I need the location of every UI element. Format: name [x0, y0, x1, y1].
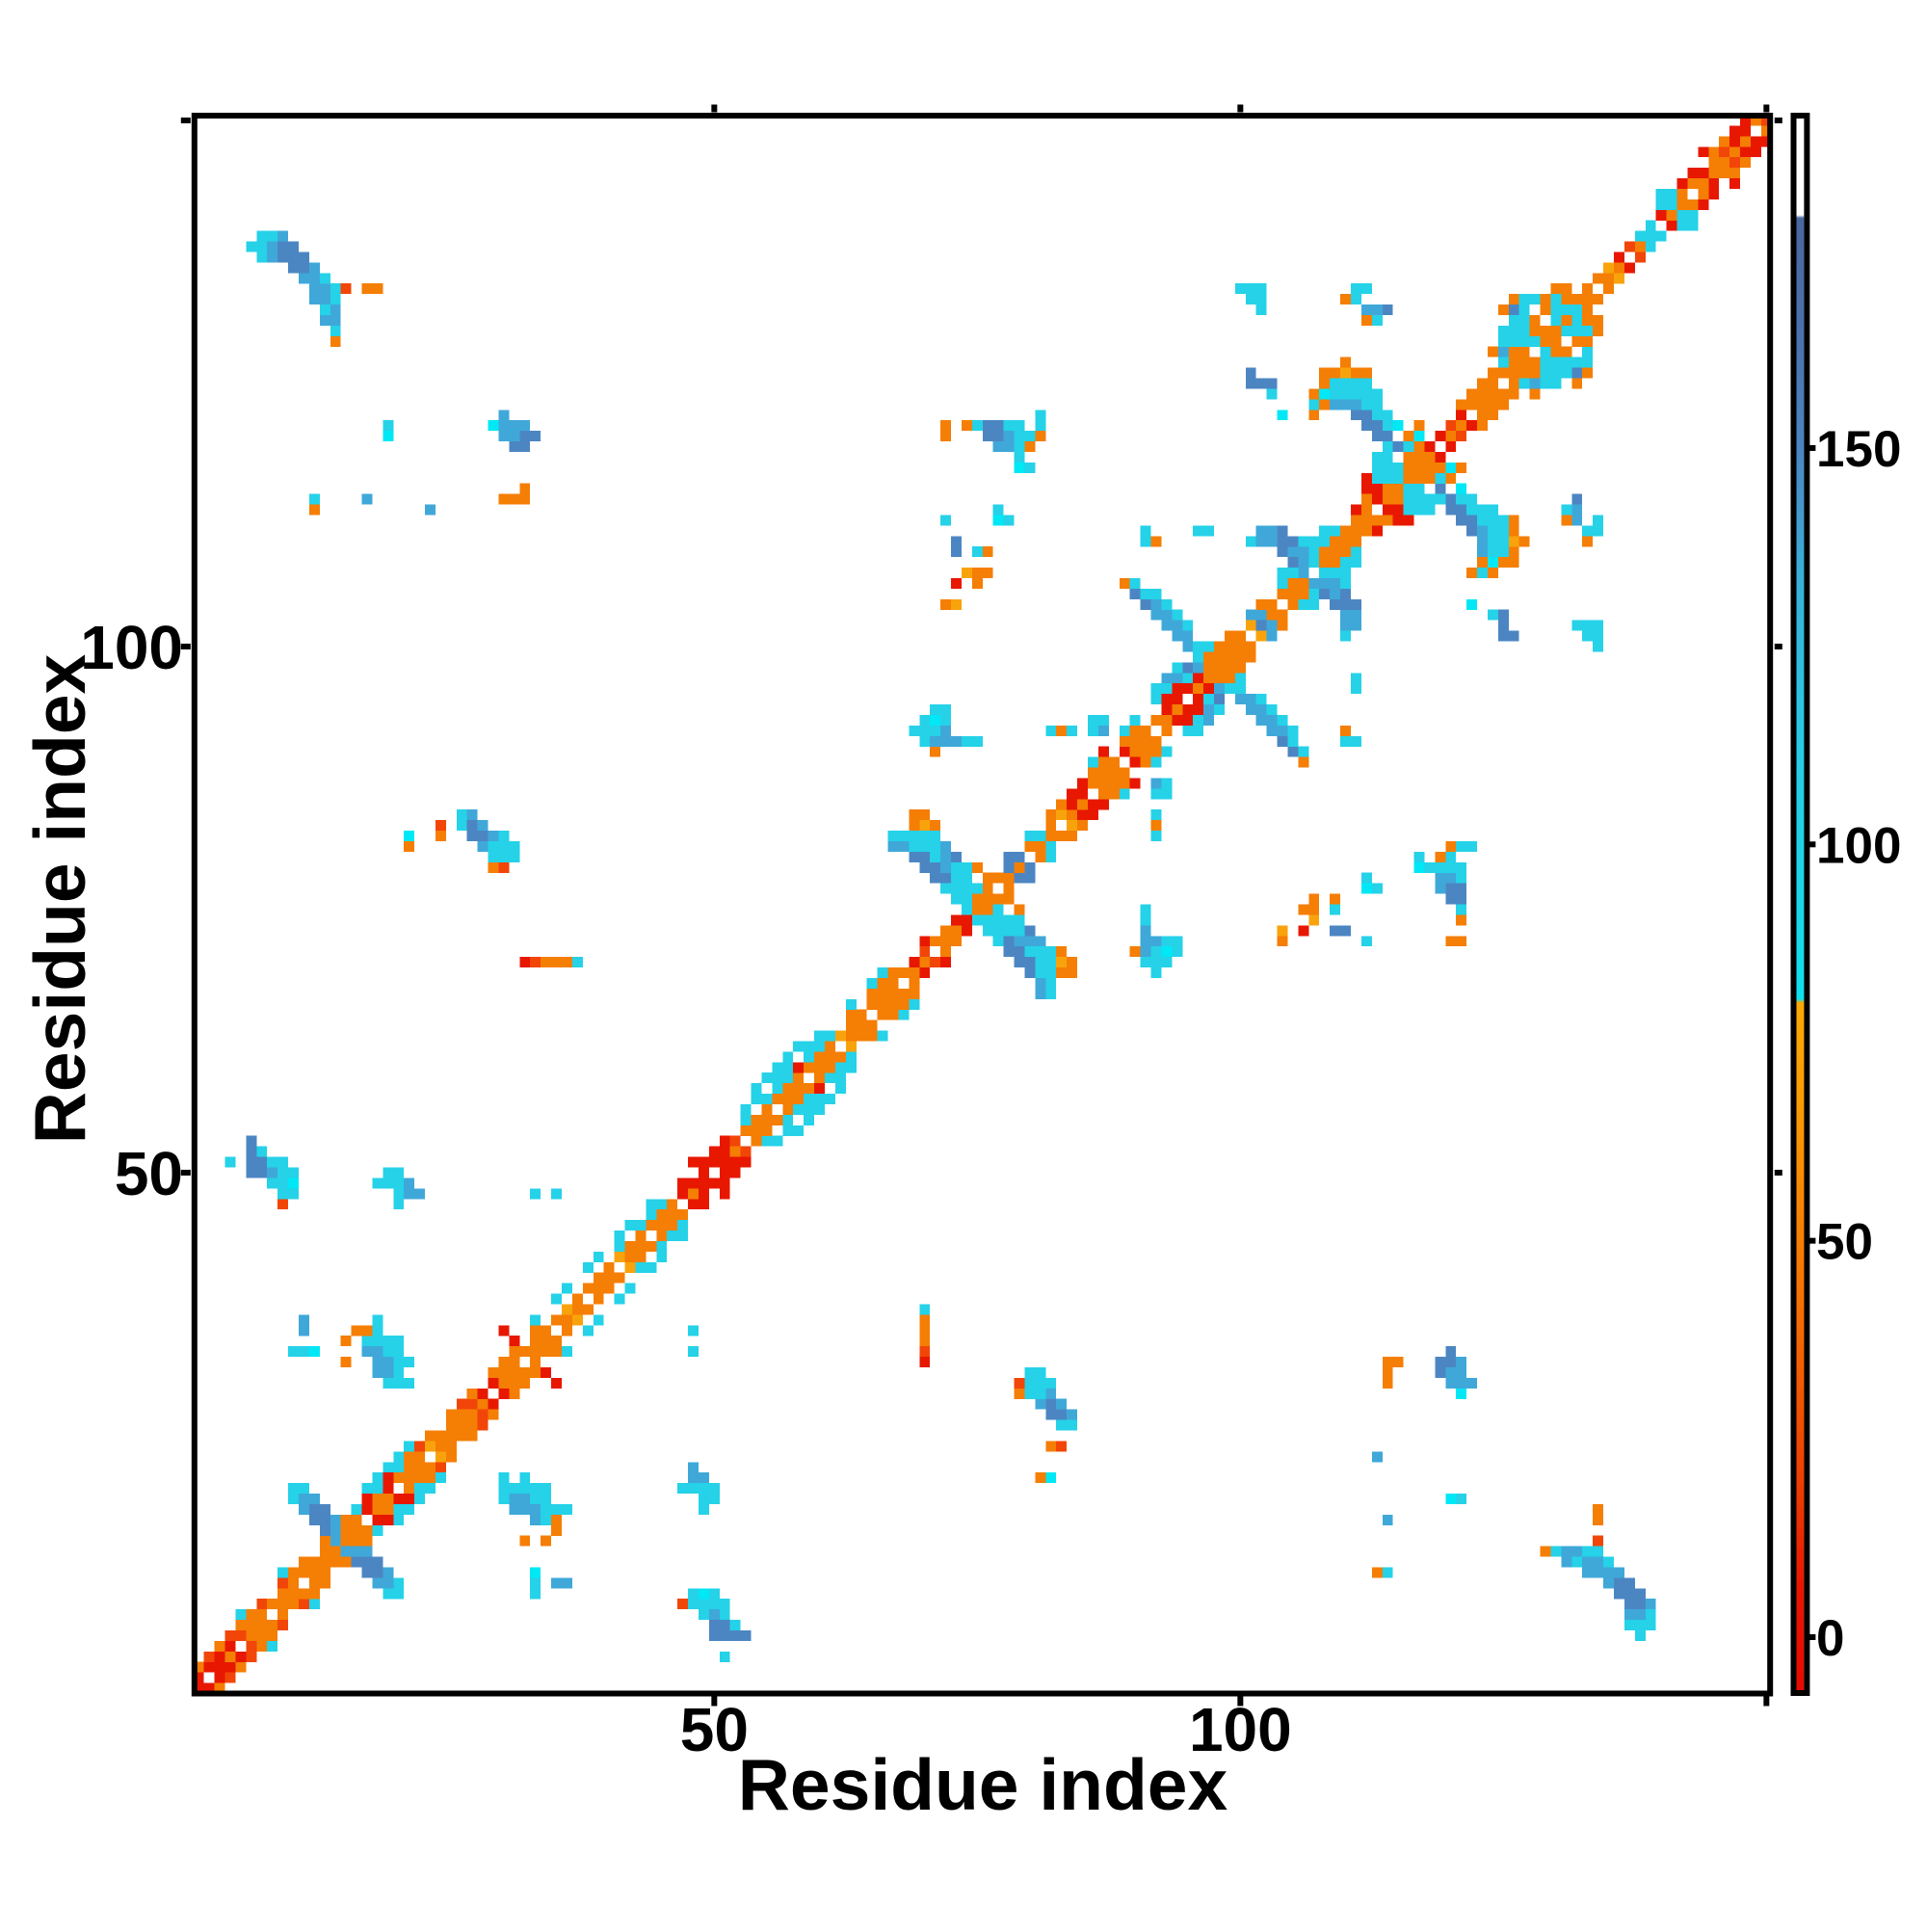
svg-text:50: 50 [115, 1139, 183, 1208]
svg-text:0: 0 [1816, 1610, 1844, 1667]
svg-text:50: 50 [680, 1695, 749, 1764]
svg-text:100: 100 [1816, 817, 1901, 874]
svg-text:100: 100 [1189, 1695, 1292, 1764]
svg-text:50: 50 [1816, 1214, 1873, 1271]
svg-text:150: 150 [1816, 421, 1901, 478]
svg-text:Residue index: Residue index [19, 653, 100, 1144]
svg-text:100: 100 [80, 613, 183, 682]
svg-text:Residue index: Residue index [738, 1744, 1228, 1825]
